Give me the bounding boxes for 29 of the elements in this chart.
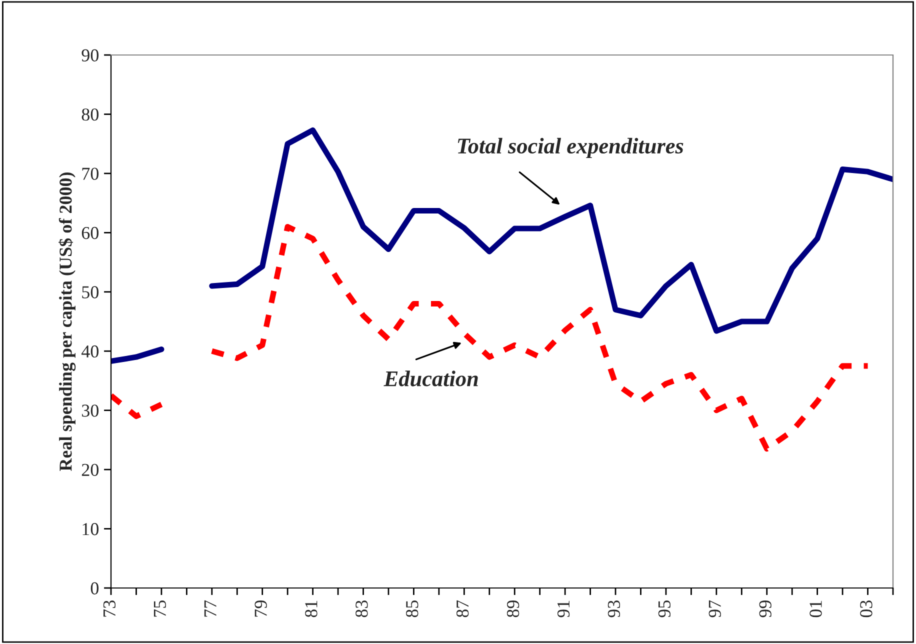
x-tick-label: 81 xyxy=(305,600,318,618)
x-tick-label: 91 xyxy=(557,600,570,618)
x-tick-label: 95 xyxy=(658,600,670,618)
y-tick-label: 50 xyxy=(82,286,99,298)
x-tick-label: 87 xyxy=(456,600,469,618)
x-tick-label: 83 xyxy=(356,600,368,618)
x-tick-label: 73 xyxy=(103,600,116,617)
x-tick-label: 85 xyxy=(406,600,418,618)
text: Total social expenditures xyxy=(458,138,684,158)
y-tick-label: 40 xyxy=(81,345,99,358)
y-tick-label: 0 xyxy=(90,582,99,594)
y-tick-label: 90 xyxy=(82,49,99,62)
x-tick-label: 97 xyxy=(708,600,721,618)
y-tick-label: 10 xyxy=(82,523,99,536)
series-label: Education xyxy=(384,370,478,386)
y-tick-label: 80 xyxy=(82,108,99,121)
y-tick-label: 70 xyxy=(82,168,99,180)
x-tick-label: 01 xyxy=(810,600,822,618)
y-axis-title: Real spending per capita (US$ of 2000) xyxy=(58,172,76,471)
x-tick-label: 93 xyxy=(608,600,620,618)
x-tick-label: 99 xyxy=(759,600,772,618)
x-tick-label: 89 xyxy=(506,600,520,618)
x-tick-label: 79 xyxy=(254,600,267,617)
y-tick-label: 60 xyxy=(82,226,99,240)
x-tick-label: 03 xyxy=(860,600,872,618)
y-tick-label: 20 xyxy=(82,464,99,476)
x-tick-label: 77 xyxy=(204,600,216,617)
x-tick-label: 75 xyxy=(154,600,166,617)
y-tick-label: 30 xyxy=(82,404,99,417)
